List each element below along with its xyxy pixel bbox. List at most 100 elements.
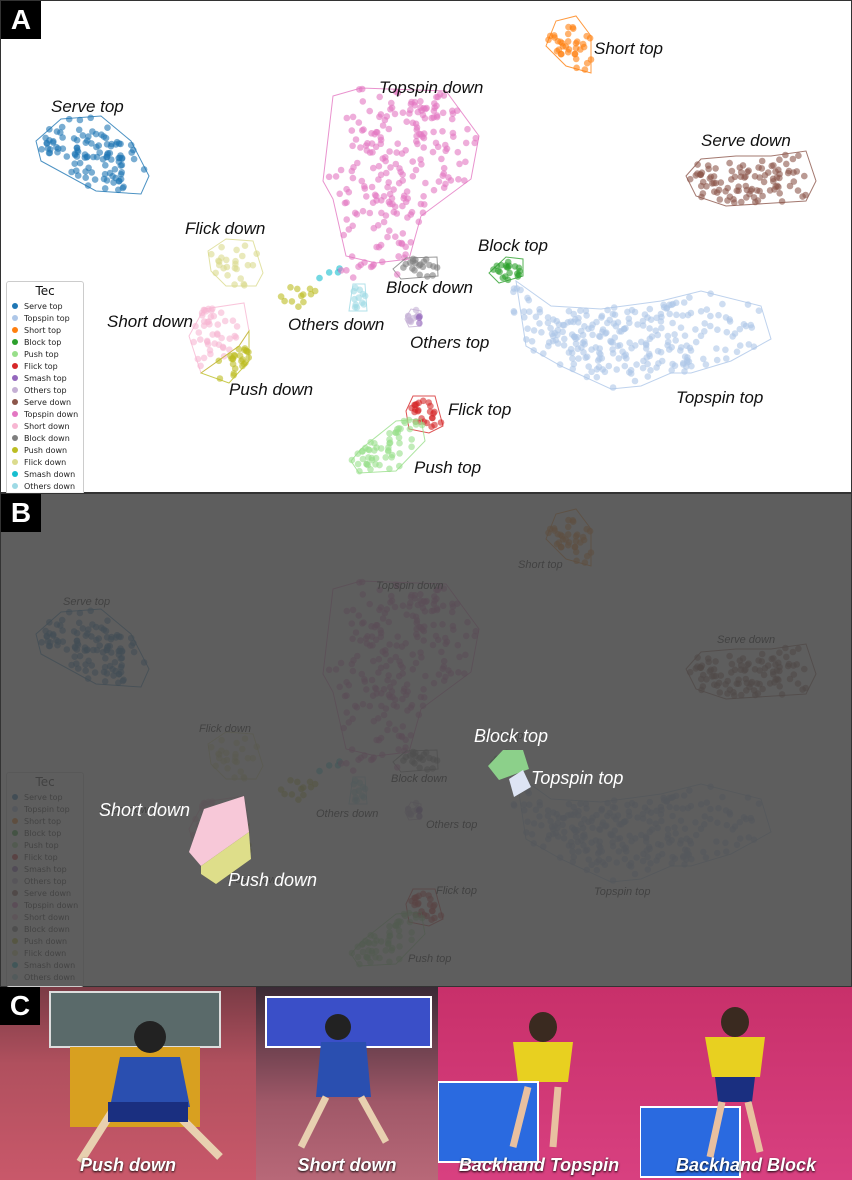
data-point bbox=[506, 269, 513, 277]
panel-c: C Push down Short down Backhand Topspin bbox=[0, 987, 852, 1180]
data-point bbox=[140, 166, 148, 173]
data-point bbox=[425, 399, 433, 406]
data-point bbox=[472, 134, 480, 142]
data-point bbox=[233, 246, 240, 254]
data-point bbox=[653, 364, 660, 371]
data-point bbox=[215, 357, 223, 365]
data-point bbox=[63, 153, 71, 160]
data-point bbox=[411, 102, 419, 109]
data-point bbox=[245, 354, 252, 361]
data-point bbox=[217, 309, 225, 317]
data-point bbox=[430, 128, 437, 136]
legend-item: Others top bbox=[12, 384, 78, 396]
photo-push-down: Push down bbox=[0, 987, 256, 1180]
data-point bbox=[115, 186, 122, 194]
data-point bbox=[395, 239, 403, 247]
data-point bbox=[712, 165, 719, 172]
player-illustration bbox=[438, 1012, 573, 1163]
data-point bbox=[759, 192, 766, 200]
data-point bbox=[117, 162, 125, 169]
data-point bbox=[719, 300, 726, 308]
data-point bbox=[367, 263, 375, 271]
highlight-layer: Short down Push down Block top Topspin top bbox=[99, 726, 623, 890]
legend-label: Block down bbox=[24, 433, 70, 443]
data-point bbox=[65, 115, 73, 123]
data-point bbox=[232, 334, 240, 341]
legend-marker bbox=[12, 411, 18, 417]
data-point bbox=[573, 64, 580, 72]
data-point bbox=[216, 261, 223, 269]
data-point bbox=[454, 148, 462, 156]
data-point bbox=[610, 304, 618, 311]
data-point bbox=[354, 460, 362, 468]
data-point bbox=[340, 231, 348, 239]
data-point bbox=[385, 125, 393, 133]
data-point bbox=[406, 110, 413, 117]
data-point bbox=[609, 384, 617, 391]
legend-item: Push down bbox=[12, 444, 78, 456]
data-point bbox=[776, 174, 783, 182]
cluster-label: Serve top bbox=[51, 97, 124, 116]
data-point bbox=[739, 162, 747, 169]
data-point bbox=[95, 142, 102, 149]
legend-label: Block top bbox=[24, 337, 62, 347]
data-point bbox=[343, 199, 350, 206]
data-point bbox=[386, 430, 393, 437]
data-point bbox=[395, 434, 403, 441]
data-point bbox=[199, 312, 206, 319]
data-point bbox=[570, 310, 577, 318]
data-point bbox=[70, 135, 78, 142]
photo-backhand-topspin: Backhand Topspin bbox=[438, 987, 640, 1180]
photo-backhand-block: Backhand Block bbox=[640, 987, 852, 1180]
data-point bbox=[408, 443, 415, 451]
data-point bbox=[688, 362, 695, 370]
data-point bbox=[664, 332, 672, 340]
data-point bbox=[99, 156, 107, 163]
data-point bbox=[220, 344, 227, 352]
data-point bbox=[377, 445, 385, 452]
data-point bbox=[102, 134, 110, 142]
cluster-hull bbox=[685, 150, 817, 207]
data-point bbox=[642, 340, 650, 347]
data-point bbox=[736, 342, 744, 349]
data-point bbox=[572, 340, 580, 348]
data-point bbox=[417, 98, 424, 105]
data-point bbox=[368, 140, 376, 147]
data-point bbox=[106, 169, 114, 177]
data-point bbox=[701, 320, 708, 327]
legend-item: Others down bbox=[12, 480, 78, 492]
data-point bbox=[442, 147, 450, 155]
data-point bbox=[735, 183, 742, 190]
data-point bbox=[203, 337, 211, 345]
cluster-label: Flick down bbox=[185, 219, 265, 238]
legend-marker bbox=[12, 339, 18, 345]
data-point bbox=[130, 146, 137, 154]
data-point bbox=[399, 230, 407, 237]
highlight-label: Block top bbox=[474, 726, 548, 746]
data-point bbox=[360, 126, 367, 133]
data-point bbox=[686, 175, 694, 183]
legend-label: Smash down bbox=[24, 469, 76, 479]
data-point bbox=[357, 144, 364, 151]
data-point bbox=[430, 263, 437, 270]
data-point bbox=[564, 38, 572, 45]
data-point bbox=[687, 347, 695, 354]
data-point bbox=[367, 466, 374, 473]
legend-marker bbox=[12, 483, 18, 489]
data-point bbox=[724, 184, 731, 192]
data-point bbox=[395, 253, 402, 260]
data-point bbox=[102, 162, 109, 169]
data-point bbox=[368, 183, 376, 191]
data-point bbox=[375, 162, 383, 170]
data-point bbox=[415, 399, 423, 407]
data-point bbox=[585, 363, 592, 370]
data-point bbox=[358, 85, 366, 93]
data-point bbox=[73, 144, 81, 151]
data-point bbox=[596, 355, 603, 363]
data-point bbox=[393, 149, 401, 156]
data-point bbox=[740, 321, 748, 328]
data-point bbox=[499, 274, 507, 282]
cluster-label: Serve down bbox=[701, 131, 791, 150]
data-point bbox=[684, 311, 692, 319]
cluster-label: Push top bbox=[414, 458, 481, 477]
